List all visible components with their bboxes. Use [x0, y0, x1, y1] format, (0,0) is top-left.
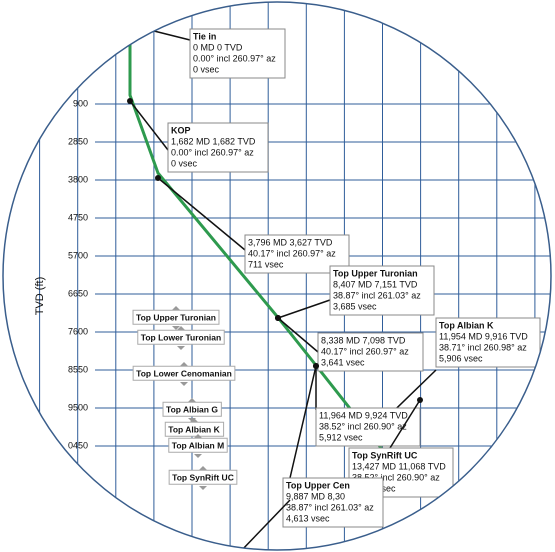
callout-title: Top Upper Turonian — [333, 268, 418, 278]
callout-box — [329, 265, 435, 316]
y-tick-label: 5700 — [68, 250, 88, 260]
formation-label: Top Upper Turonian — [136, 312, 216, 322]
station-point — [127, 98, 133, 104]
callout-pointer — [149, 29, 191, 41]
callout-box — [435, 317, 541, 368]
formation-label: Top Albian K — [168, 424, 220, 434]
station-point — [417, 397, 423, 403]
callout-text: 8,338 MD 7,098 TVD — [321, 335, 406, 345]
formation-label: Top Lower Turonian — [141, 332, 221, 342]
station-point — [155, 175, 161, 181]
callout-text: 5,906 vsec — [439, 353, 483, 363]
callout-text: 1,682 MD 1,682 TVD — [171, 136, 256, 146]
callout-text: 3,685 vsec — [333, 301, 377, 311]
callout-text: 4,613 vsec — [286, 513, 330, 523]
callout-title: KOP — [171, 125, 191, 135]
callout-text: 3,641 vsec — [321, 357, 365, 367]
callout-text: 0 MD 0 TVD — [193, 42, 243, 52]
y-tick-label: 8550 — [68, 364, 88, 374]
callout-text: 5,912 vsec — [319, 432, 363, 442]
station-point — [313, 363, 319, 369]
callout-title: Top SynRift UC — [352, 450, 418, 460]
callout-pointer — [389, 399, 421, 449]
callout-title: Top Upper Cen — [286, 480, 350, 490]
callout-title: Tie in — [193, 31, 216, 41]
callout-box — [282, 477, 384, 528]
y-tick-label: 6650 — [68, 288, 88, 298]
y-tick-label: 900 — [73, 98, 88, 108]
callout-text: 11,964 MD 9,924 TVD — [319, 410, 408, 420]
callout-title: Top Albian K — [439, 320, 494, 330]
callout-pointer — [277, 317, 319, 353]
formation-box — [137, 329, 225, 345]
callout-text: 9,887 MD 8,30 — [286, 491, 345, 501]
callout-text: 38.87° incl 261.03° az — [286, 502, 374, 512]
formation-box — [162, 401, 222, 417]
callout-pointer — [239, 499, 291, 550]
y-tick-label: 2850 — [68, 136, 88, 146]
callout-text: 8,407 MD 7,151 TVD — [333, 279, 418, 289]
callout-box — [167, 122, 269, 173]
y-tick-label: 4750 — [68, 212, 88, 222]
callout-text: 40.17° incl 260.97° az — [248, 248, 336, 258]
y-tick-label: 9500 — [68, 402, 88, 412]
y-tick-label: 0450 — [68, 440, 88, 450]
formation-box — [132, 365, 236, 381]
callout-text: 0.00° incl 260.97° az — [193, 53, 276, 63]
callout-text: 38.52° incl 260.90° az — [352, 472, 440, 482]
y-tick-label: 7600 — [68, 326, 88, 336]
callout-text: 38.71° incl 260.98° az — [439, 342, 527, 352]
callout-pointer — [129, 100, 169, 151]
station-point — [275, 315, 281, 321]
callout-box — [189, 28, 286, 79]
formation-box — [168, 469, 238, 485]
y-axis-label: TVD (ft) — [34, 277, 46, 316]
formation-label: Top Albian M — [172, 440, 224, 450]
callout-text: 40.17° incl 260.97° az — [321, 346, 409, 356]
callout-text: 711 vsec — [248, 259, 284, 269]
callout-text: 0.00° incl 260.97° az — [171, 147, 254, 157]
callout-text: 3,796 MD 3,627 TVD — [248, 237, 333, 247]
callout-box — [317, 332, 424, 372]
formation-box — [168, 437, 228, 453]
formation-box — [164, 421, 225, 437]
formation-label: Top Lower Cenomanian — [136, 368, 232, 378]
callout-text: 0 vsec — [193, 64, 220, 74]
formation-label: Top SynRift UC — [172, 472, 234, 482]
y-tick-label: 3800 — [68, 174, 88, 184]
callout-text: 11,954 MD 9,916 TVD — [439, 331, 528, 341]
callout-pointer — [157, 177, 246, 251]
callout-text: 38.87° incl 261.03° az — [333, 290, 421, 300]
callout-text: 38.52° incl 260.90° az — [319, 421, 407, 431]
callout-pointer — [289, 365, 317, 479]
formation-label: Top Albian G — [166, 404, 218, 414]
callout-pointer — [277, 299, 331, 319]
formation-box — [132, 309, 220, 325]
callout-text: 0 vsec — [171, 158, 198, 168]
callout-text: 13,427 MD 11,068 TVD — [352, 461, 446, 471]
